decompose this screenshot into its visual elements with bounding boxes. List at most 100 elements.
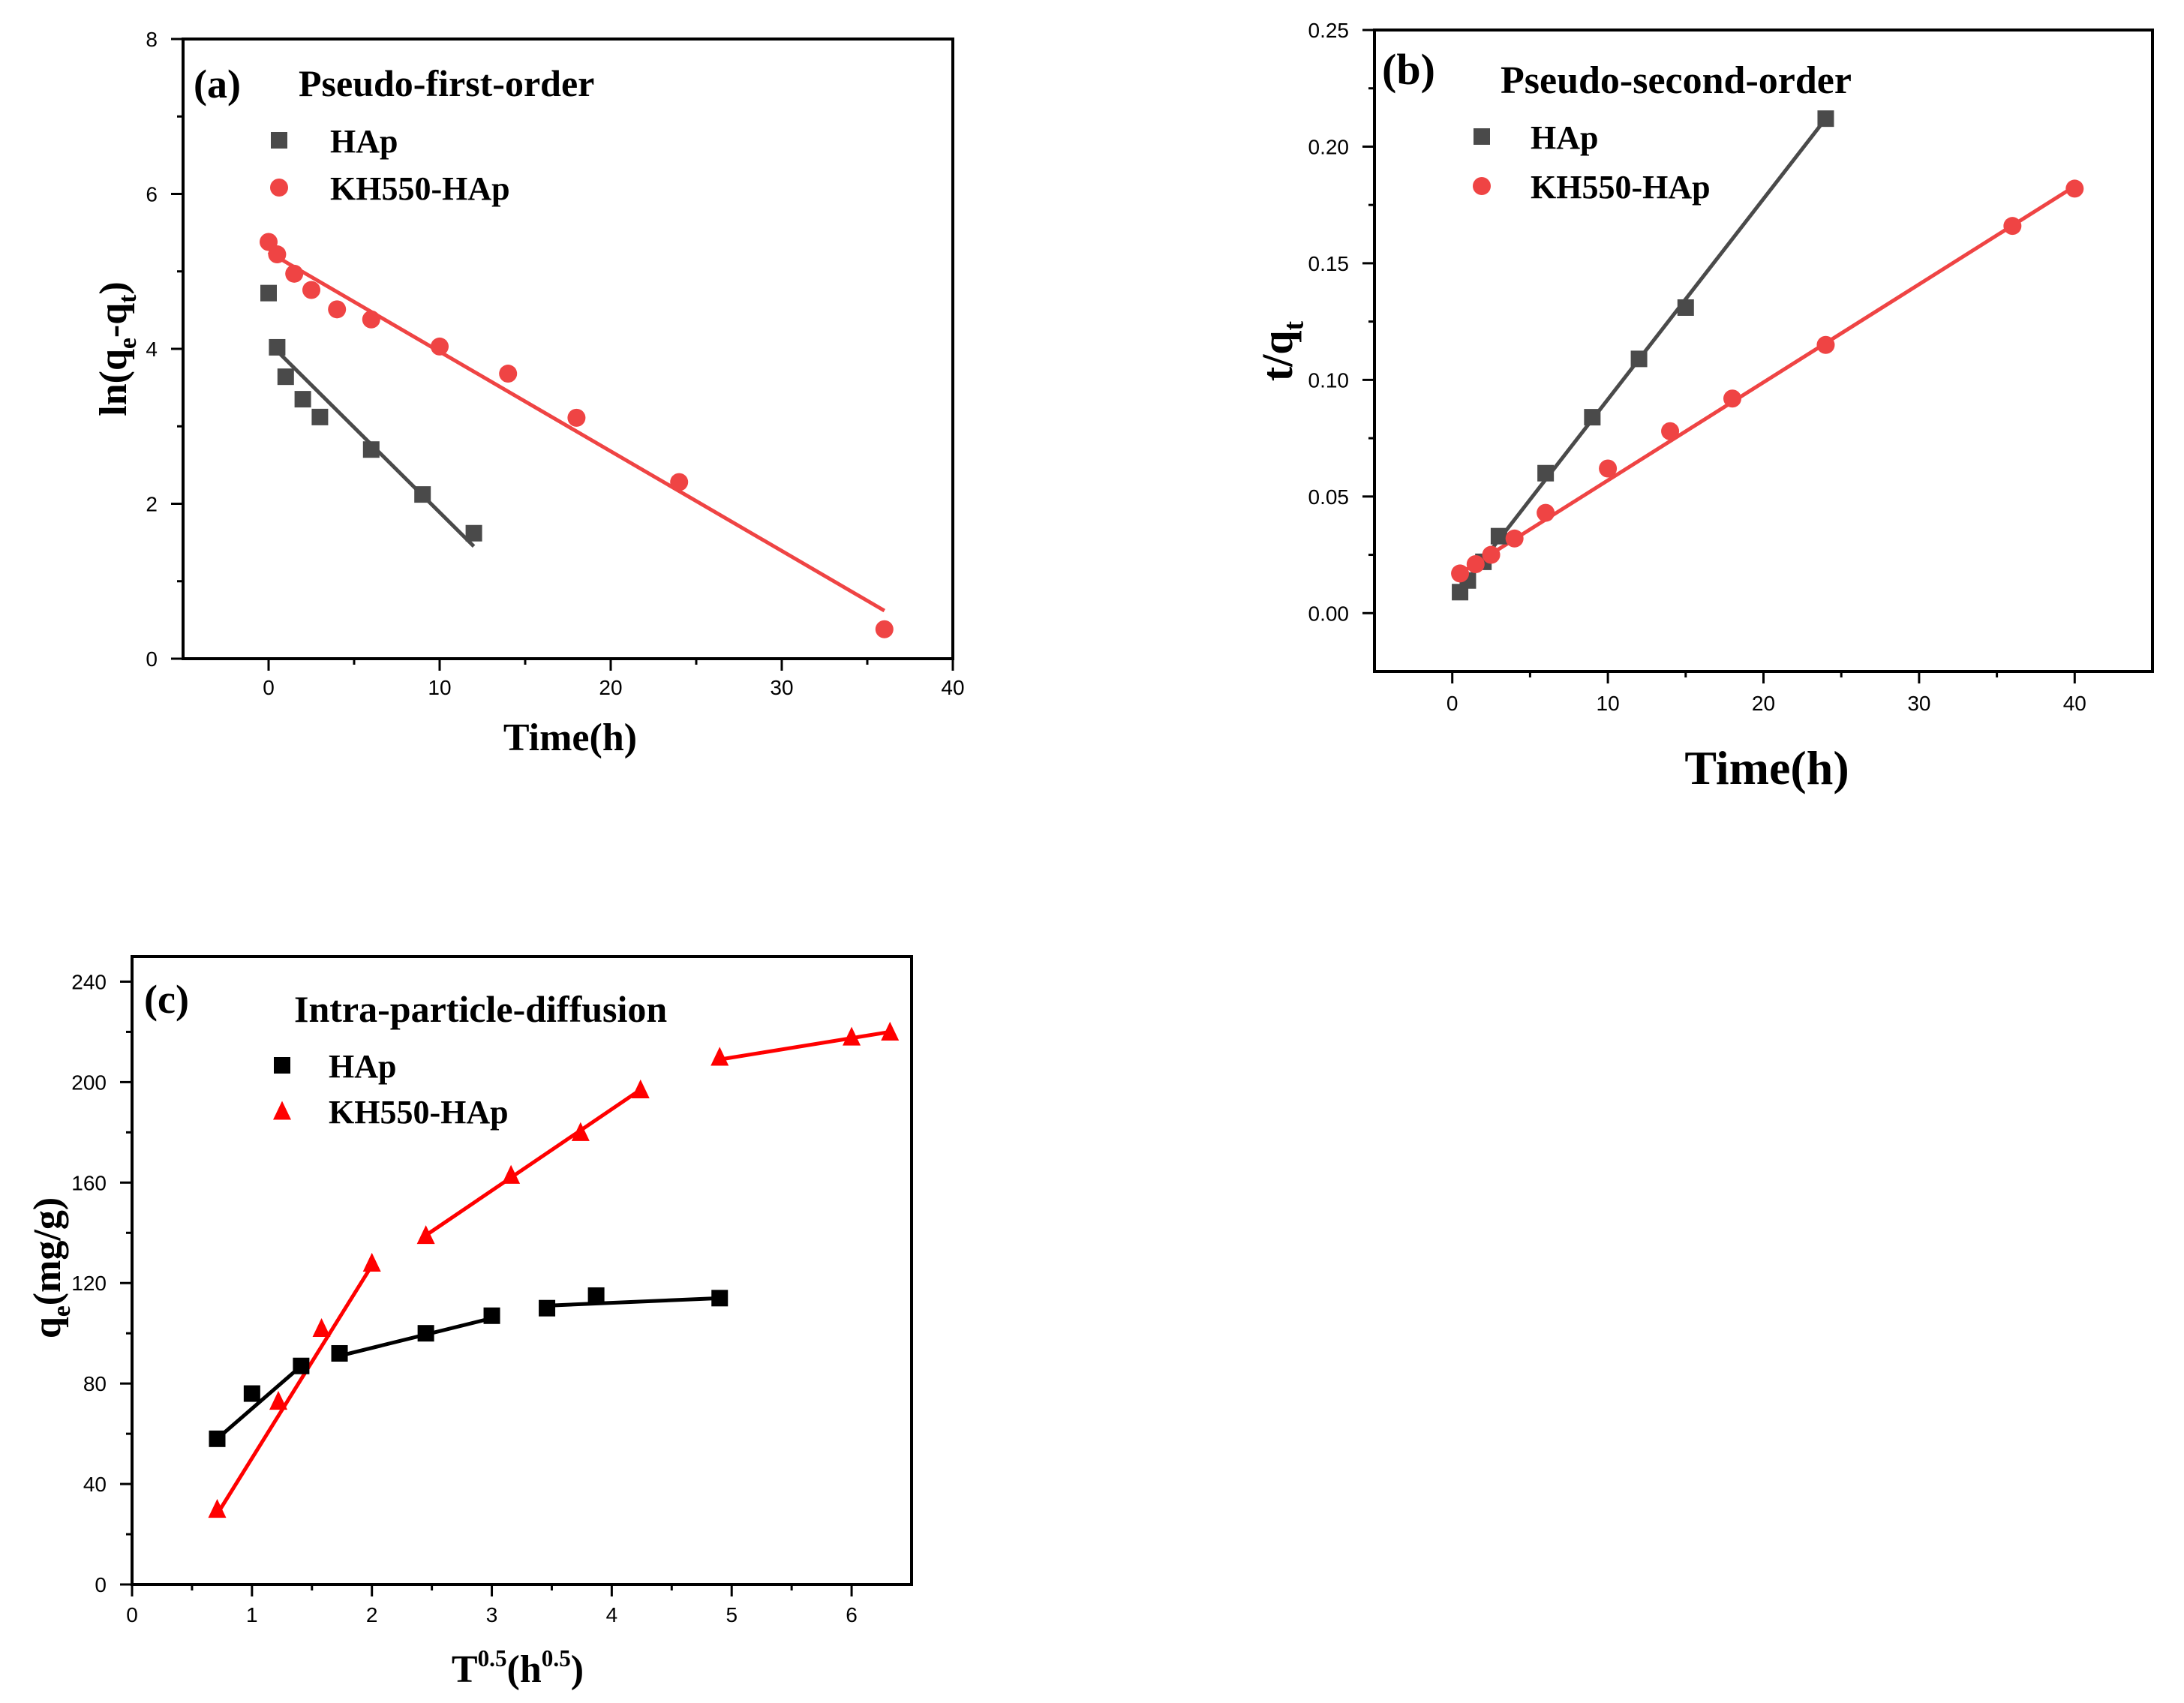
data-point-hap — [587, 1287, 605, 1304]
fit-line-hap — [338, 1316, 493, 1358]
data-point-kh550-hap — [1451, 564, 1470, 583]
y-axis-title: qe(mg/g) — [26, 1197, 76, 1338]
data-point-hap — [1490, 527, 1507, 545]
y-axis-title-part: ) — [92, 281, 135, 294]
x-axis-title: Time(h) — [1684, 741, 1849, 794]
legend-label: KH550-HAp — [1531, 169, 1711, 206]
y-tick-label: 160 — [71, 1171, 107, 1194]
data-point-hap — [362, 441, 380, 458]
y-axis-title-part: (mg/g) — [26, 1197, 69, 1305]
data-point-kh550-hap — [302, 281, 320, 299]
data-point-kh550-hap — [502, 1164, 521, 1184]
data-point-hap — [1584, 409, 1601, 426]
data-point-kh550-hap — [1723, 389, 1742, 408]
fit-line-hap — [215, 1364, 303, 1440]
data-point-kh550-hap — [208, 1499, 227, 1518]
y-tick-label: 120 — [71, 1272, 107, 1295]
data-point-kh550-hap — [2003, 217, 2022, 236]
y-tick-label: 0 — [95, 1573, 107, 1596]
x-tick-label: 3 — [486, 1603, 498, 1626]
fit-line-kh550-hap — [719, 1029, 891, 1062]
data-point-kh550-hap — [875, 620, 894, 638]
chart-title: Intra-particle-diffusion — [294, 988, 667, 1030]
y-tick-label: 0.05 — [1308, 485, 1350, 509]
data-point-kh550-hap — [328, 300, 347, 319]
data-point-hap — [294, 391, 311, 408]
x-axis-title-part: 0.5 — [478, 1645, 507, 1671]
x-tick-label: 10 — [1597, 692, 1620, 715]
data-point-kh550-hap — [1816, 335, 1835, 354]
x-tick-label: 6 — [846, 1603, 858, 1626]
data-point-kh550-hap — [571, 1122, 590, 1141]
plot-frame — [1373, 29, 2154, 673]
data-point-kh550-hap — [269, 1391, 288, 1410]
data-point-kh550-hap — [362, 1252, 381, 1272]
plot-frame — [131, 955, 913, 1586]
data-point-hap — [465, 524, 482, 542]
data-point-hap — [260, 284, 277, 302]
fit-line-kh550-hap — [1459, 185, 2076, 575]
data-point-kh550-hap — [1599, 459, 1618, 478]
chart-panel-c: 0 1 2 3 4 5 6 0 40 80 120 160 200 240 (c) Intra-particl… — [26, 955, 913, 1691]
panel-label: (b) — [1382, 45, 1435, 94]
panel-label: (c) — [144, 977, 189, 1022]
data-point-hap — [311, 408, 329, 425]
y-tick-label: 200 — [71, 1071, 107, 1094]
legend-label: HAp — [1531, 119, 1598, 156]
chart-title: Pseudo-second-order — [1501, 59, 1852, 102]
data-point-kh550-hap — [881, 1021, 900, 1041]
legend-label: KH550-HAp — [329, 1094, 509, 1131]
data-point-hap — [209, 1430, 226, 1447]
y-tick-label: 0.25 — [1308, 19, 1350, 42]
data-point-hap — [539, 1299, 556, 1317]
y-axis-title-part: ln(q — [92, 349, 135, 416]
x-tick-label: 0 — [1446, 692, 1459, 715]
x-tick-label: 20 — [1752, 692, 1775, 715]
y-tick-label: 0.00 — [1308, 602, 1350, 625]
y-axis-title-part: t — [1278, 320, 1310, 330]
x-tick-label: 0 — [263, 676, 275, 699]
fit-line-kh550-hap — [425, 1088, 642, 1237]
data-point-hap — [1630, 350, 1648, 368]
legend-marker — [273, 1101, 291, 1120]
legend-label: HAp — [329, 1048, 396, 1085]
data-point-kh550-hap — [1505, 529, 1524, 548]
chart-panel-a: 0 10 20 30 40 0 2 4 6 8 (a) Pseudo-first-order HAp KH… — [92, 28, 965, 759]
y-tick-label: 40 — [83, 1473, 107, 1496]
y-tick-label: 0 — [146, 647, 158, 671]
y-axis-title: t/qt — [1253, 320, 1310, 381]
data-point-kh550-hap — [362, 310, 380, 329]
x-tick-label: 40 — [941, 676, 964, 699]
x-axis-title: T0.5(h0.5) — [452, 1645, 584, 1691]
data-point-kh550-hap — [670, 473, 689, 491]
plot-frame — [182, 38, 954, 660]
legend-label: KH550-HAp — [330, 170, 510, 207]
panel-label: (a) — [194, 62, 241, 107]
x-axis-title-part: T — [452, 1648, 478, 1691]
x-tick-label: 2 — [366, 1603, 378, 1626]
data-point-kh550-hap — [285, 264, 304, 283]
y-tick-label: 240 — [71, 970, 107, 993]
data-point-kh550-hap — [416, 1225, 435, 1245]
y-tick-label: 80 — [83, 1372, 107, 1395]
data-point-hap — [331, 1344, 348, 1362]
y-tick-label: 0.10 — [1308, 368, 1350, 392]
y-tick-label: 0.15 — [1308, 252, 1350, 275]
y-axis-title-part: t/q — [1253, 330, 1302, 381]
data-point-hap — [1817, 110, 1834, 128]
legend-marker — [1473, 177, 1491, 195]
x-tick-label: 10 — [428, 676, 451, 699]
chart-panel-b: 0 10 20 30 40 0.00 0.05 0.10 0.15 0.20 0.25 (b) Pseu… — [1253, 19, 2154, 794]
y-tick-label: 2 — [146, 493, 158, 516]
data-point-kh550-hap — [2065, 179, 2084, 198]
data-point-hap — [414, 486, 431, 503]
data-point-kh550-hap — [631, 1079, 650, 1098]
fit-line-kh550-hap — [215, 1264, 374, 1515]
data-point-kh550-hap — [710, 1047, 729, 1066]
data-point-hap — [1677, 299, 1694, 316]
fit-line-hap — [546, 1296, 720, 1308]
data-point-kh550-hap — [567, 408, 586, 427]
data-point-kh550-hap — [431, 337, 449, 356]
x-tick-label: 30 — [770, 676, 793, 699]
